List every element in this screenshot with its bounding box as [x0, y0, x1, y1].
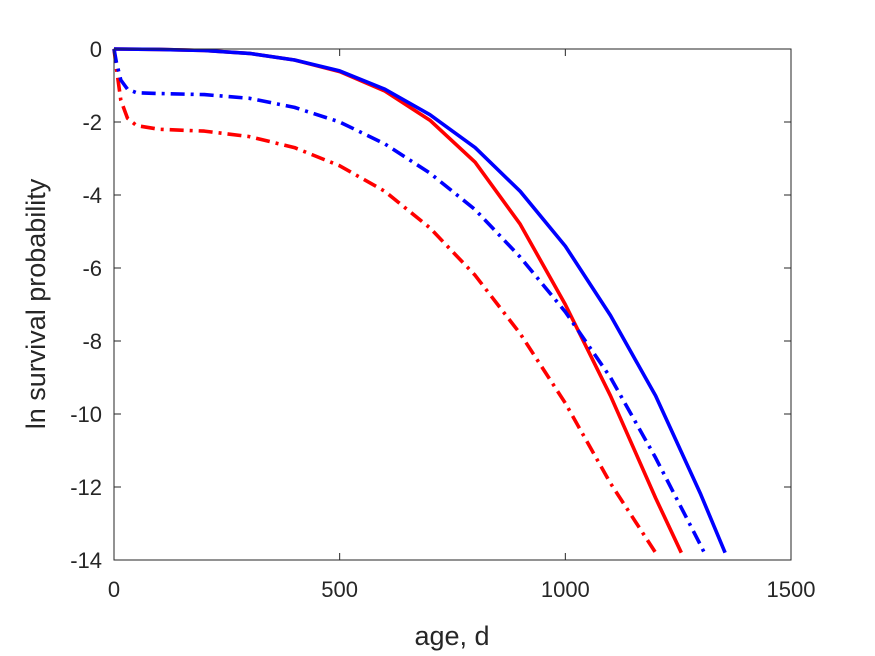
y-tick-label: -14	[70, 548, 102, 573]
y-tick-label: -8	[82, 329, 102, 354]
x-axis-title: age, d	[414, 621, 489, 651]
series-layer	[112, 47, 727, 554]
y-tick-label: -10	[70, 402, 102, 427]
y-tick-label: -4	[82, 183, 102, 208]
y-tick-label: 0	[90, 37, 102, 62]
series-line-2	[112, 48, 658, 554]
y-tick-label: -6	[82, 256, 102, 281]
x-tick-label: 1000	[541, 577, 590, 602]
tick-layer: 0 500 1000 1500 0 -2 -4 -6 -8 -10 -12 -14	[70, 37, 815, 602]
x-tick-label: 500	[321, 577, 358, 602]
axes-box	[113, 48, 792, 561]
y-axis-title: ln survival probability	[21, 178, 51, 429]
plot-area	[114, 49, 791, 560]
y-tick-label: -12	[70, 475, 102, 500]
series-line-1	[113, 47, 727, 554]
x-tick-label: 0	[108, 577, 120, 602]
x-tick-label: 1500	[767, 577, 816, 602]
y-tick-label: -2	[82, 110, 102, 135]
